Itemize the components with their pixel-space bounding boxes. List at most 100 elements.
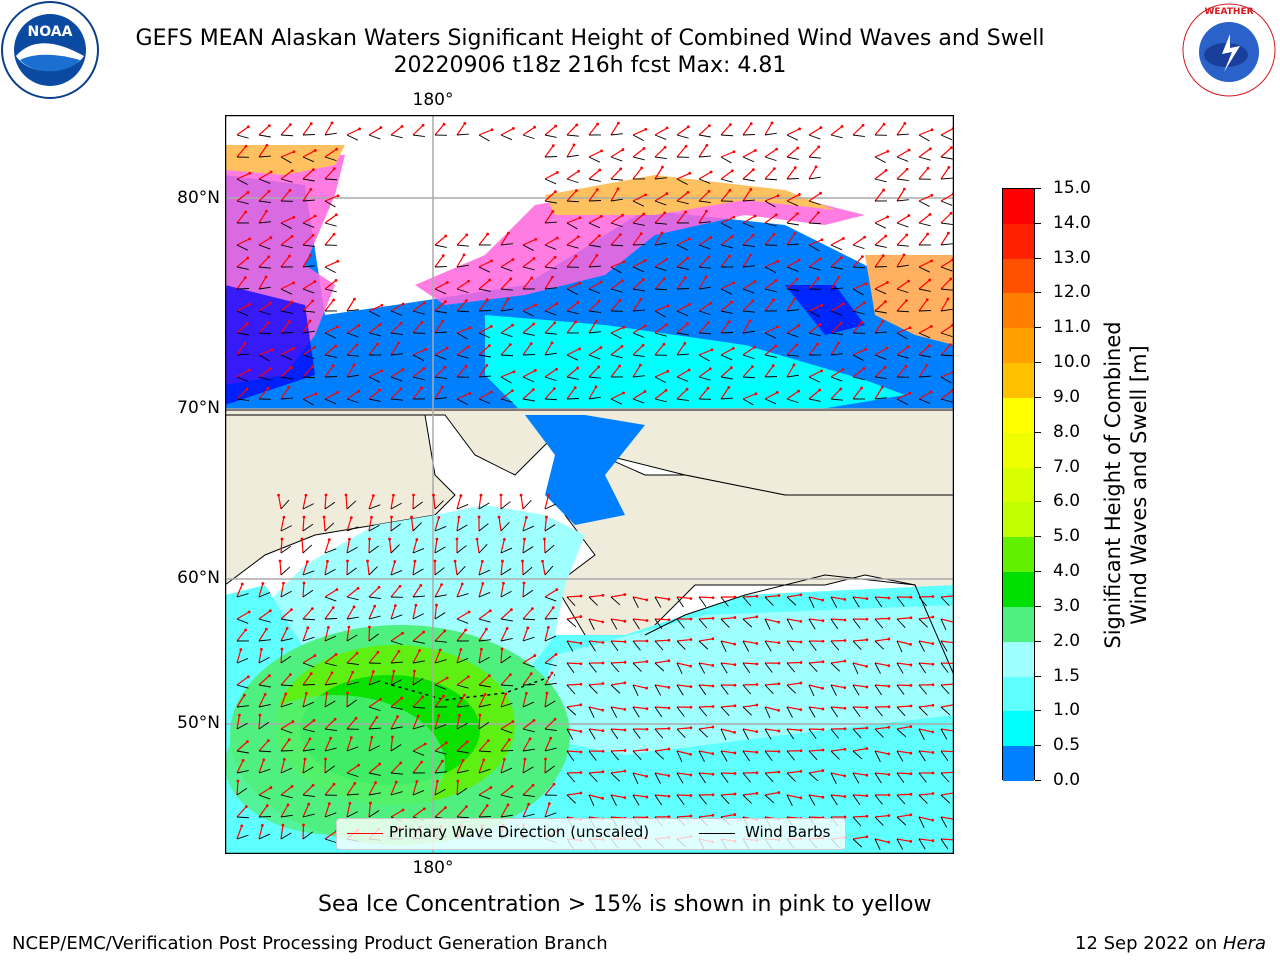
wind-barb [412,750,425,756]
wave-direction-arrow [500,344,511,356]
wave-direction-arrow [610,188,619,202]
wind-barb [544,376,557,382]
wave-direction-arrow [456,676,469,686]
wind-barb [764,132,777,136]
colorbar-segment [1003,676,1034,712]
wave-direction-arrow [940,595,954,598]
wave-arrow-head [645,639,649,643]
wave-direction-arrow [698,322,709,334]
wave-arrow-head [552,387,556,390]
wave-arrow-head [774,213,778,217]
wind-barb [258,244,271,250]
wave-arrow-head [711,705,715,708]
wind-barb [346,374,359,378]
wind-barb [874,310,887,314]
wave-arrow-head [755,683,759,686]
wave-arrow-head [413,669,416,673]
wind-barb [720,706,730,717]
wave-arrow-head [774,278,778,282]
wave-direction-arrow [520,495,524,510]
wave-direction-arrow [323,516,326,532]
wave-direction-arrow [720,170,733,180]
wave-arrow-head [555,236,559,240]
wind-barb [654,156,667,160]
wave-arrow-head [881,254,885,258]
wind-barb [720,376,733,380]
colorbar-tick [1035,780,1041,781]
wave-direction-arrow [368,671,374,686]
wind-barb [940,332,953,338]
wave-arrow-head [776,259,780,263]
wave-arrow-head [512,370,516,374]
wave-direction-arrow [258,628,267,642]
wind-barb [302,398,314,406]
wind-barb [852,266,866,269]
wave-arrow-head [401,368,405,371]
wind-barb [324,662,337,667]
wave-arrow-head [865,597,869,601]
wind-barb [610,794,617,806]
wind-barb [478,656,490,664]
wind-barb [346,134,359,141]
colorbar-tick-label: 11.0 [1053,317,1091,338]
wave-arrow-head [444,806,447,810]
wave-arrow-head [445,281,449,284]
wind-barb [412,548,425,554]
wave-arrow-head [336,259,340,263]
wave-arrow-head [441,385,444,389]
wind-barb [610,662,620,673]
wave-arrow-head [733,683,737,687]
wind-barb [940,177,953,180]
wave-arrow-head [267,255,271,259]
wind-barb [280,178,293,183]
colorbar-tick [1035,327,1041,329]
wind-barb [742,794,752,804]
wind-barb [478,618,491,623]
wind-barb [720,684,729,695]
wind-barb [566,244,579,249]
colorbar-segment [1003,641,1034,678]
wave-arrow-head [821,769,825,772]
wind-barb [896,794,906,805]
wind-barb [940,243,953,246]
wave-arrow-head [420,320,424,324]
wave-arrow-head [543,537,546,541]
wind-barb [412,501,423,510]
wave-direction-arrow [632,684,647,689]
wave-arrow-head [468,391,472,395]
wind-barb [302,244,315,248]
wave-arrow-head [818,388,822,392]
wave-arrow-head [464,364,468,368]
wave-direction-arrow [720,705,735,708]
wave-arrow-head [882,122,886,126]
wave-direction-arrow [302,123,312,136]
wave-arrow-head [281,823,285,827]
wind-barb [610,222,623,228]
wave-arrow-head [379,697,383,701]
wave-direction-arrow [258,322,269,334]
wave-arrow-head [440,583,443,587]
wind-barb [588,156,601,163]
wind-barb [786,750,795,761]
wind-barb [918,706,928,716]
wave-arrow-head [436,779,439,783]
colorbar-tick-label: 3.0 [1053,595,1081,616]
wind-barb [676,728,686,739]
wave-direction-arrow [302,673,312,686]
wind-barb [478,703,491,708]
wave-arrow-head [621,148,625,151]
wind-barb [456,264,469,268]
wave-arrow-head [579,641,583,645]
wave-arrow-head [645,619,649,622]
wind-barb [742,772,751,783]
wind-barb [302,376,316,379]
wind-barb [500,308,513,312]
wave-direction-arrow [764,771,780,774]
wave-direction-arrow [500,298,509,312]
wind-barb [940,772,950,783]
wave-arrow-head [334,344,338,348]
wind-barb [764,200,776,208]
wind-barb [654,222,667,225]
wind-barb [324,682,337,686]
colorbar-tick-label: 0.5 [1053,735,1081,756]
